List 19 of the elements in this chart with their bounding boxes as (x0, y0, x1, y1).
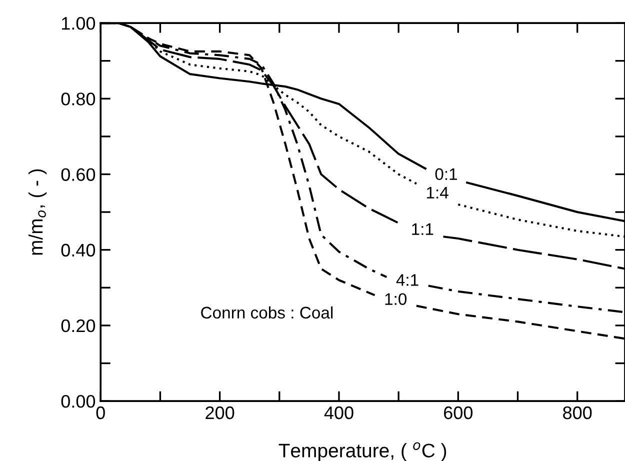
series-label: 1:1 (412, 223, 434, 235)
y-tick-label: 1.00 (62, 16, 96, 30)
x-tick-label: 600 (444, 406, 473, 420)
y-tick-label: 0.40 (61, 244, 96, 257)
x-tick-label: 800 (563, 406, 592, 420)
x-tick-label: 200 (206, 406, 234, 420)
y-tick-label: 0.20 (61, 319, 96, 332)
series-label: 0:1 (435, 168, 458, 180)
series-label: 1:0 (385, 293, 407, 305)
x-tick-label: 0 (96, 406, 105, 420)
y-tick-label: 0.80 (61, 92, 96, 106)
y-tick-label: 0.60 (61, 168, 96, 181)
x-tick-label: 400 (324, 406, 354, 420)
series-label: 4:1 (396, 274, 418, 286)
x-axis-title: Temperature, ( $^{o}$C ) (278, 442, 446, 461)
annotation: Conrn cobs : Coal (201, 306, 333, 319)
series-label: 1:4 (426, 186, 448, 198)
y-axis-title: m/m$_{o}$, ( - ) (28, 169, 47, 255)
y-tick-label: 0.00 (61, 395, 96, 408)
